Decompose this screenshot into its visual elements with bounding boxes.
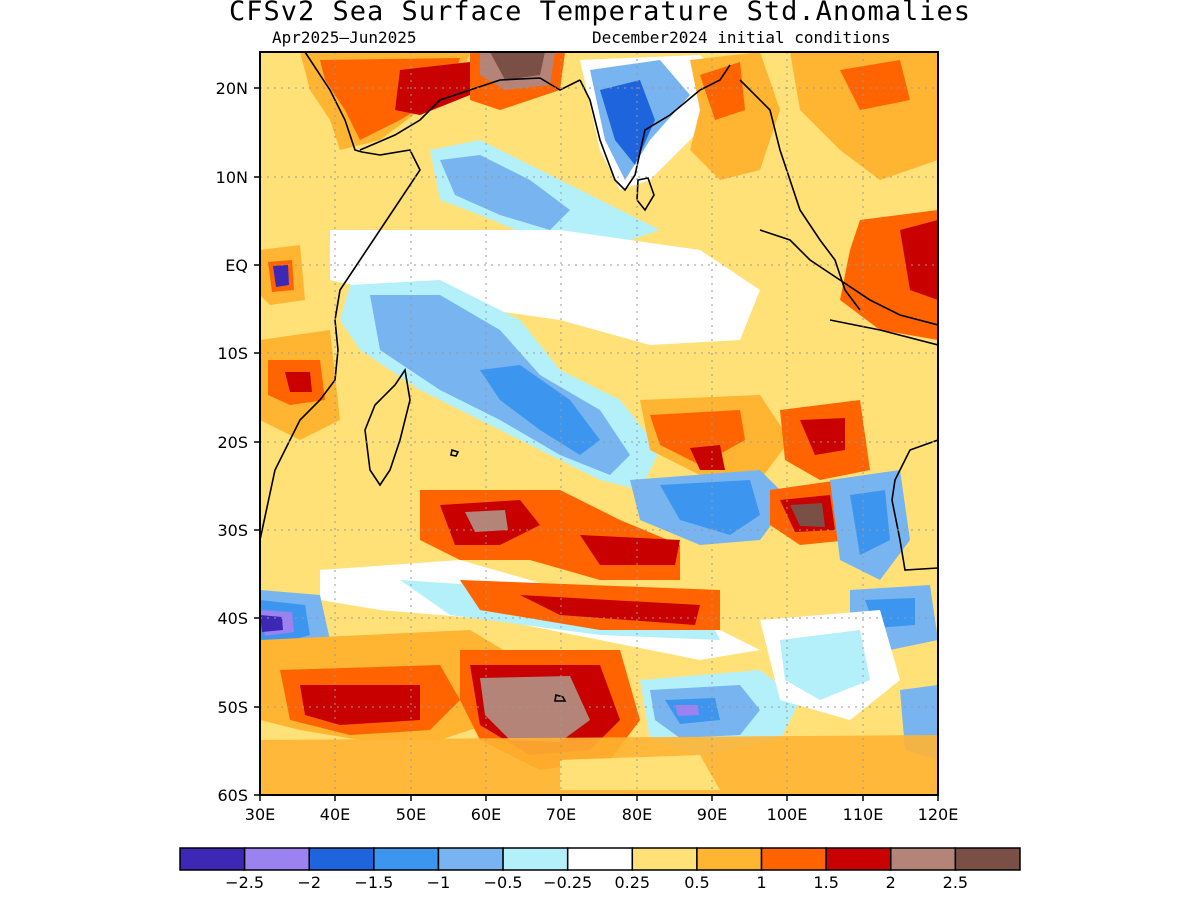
colorbar-swatch — [890, 847, 957, 871]
x-tick-label: 50E — [396, 805, 426, 824]
colorbar-label: 2.5 — [943, 873, 968, 892]
colorbar-swatch — [825, 847, 892, 871]
colorbar-swatch — [954, 847, 1021, 871]
colorbar: −2.5 −2 −1.5 −1 −0.5 −0.25 0.25 0.5 1 1.5 2 2.5 — [179, 847, 1021, 892]
colorbar-label: −1.5 — [354, 873, 393, 892]
y-tick-label: 50S — [217, 698, 248, 717]
coastlines — [260, 52, 938, 702]
colorbar-label: 2 — [886, 873, 896, 892]
colorbar-label: −1 — [427, 873, 451, 892]
colorbar-label: 1 — [756, 873, 766, 892]
colorbar-swatch — [696, 847, 763, 871]
colorbar-label: 0.5 — [684, 873, 709, 892]
colorbar-label: −2 — [297, 873, 321, 892]
x-tick-label: 120E — [918, 805, 959, 824]
x-tick-label: 110E — [843, 805, 884, 824]
colorbar-swatch — [179, 847, 246, 871]
y-tick-labels: 20N 10N EQ 10S 20S 30S 40S 50S 60S — [216, 79, 248, 805]
y-tick-label: 40S — [217, 609, 248, 628]
colorbar-label: 1.5 — [813, 873, 838, 892]
colorbar-swatch — [631, 847, 698, 871]
colorbar-swatch — [502, 847, 569, 871]
y-tick-label: EQ — [225, 256, 248, 275]
colorbar-swatch — [760, 847, 827, 871]
colorbar-swatch — [243, 847, 310, 871]
colorbar-label: −0.25 — [543, 873, 592, 892]
x-tick-labels: 30E 40E 50E 60E 70E 80E 90E 100E 110E 12… — [245, 805, 959, 824]
colorbar-label: 0.25 — [614, 873, 650, 892]
x-tick-label: 40E — [320, 805, 350, 824]
anomaly-field — [260, 52, 938, 795]
x-tick-label: 70E — [546, 805, 576, 824]
map-frame — [259, 51, 939, 796]
colorbar-swatch — [308, 847, 375, 871]
x-tick-label: 90E — [697, 805, 727, 824]
colorbar-swatch — [373, 847, 440, 871]
grid-lines — [260, 52, 938, 795]
x-tick-label: 30E — [245, 805, 275, 824]
forecast-period: Apr2025–Jun2025 — [272, 28, 417, 47]
colorbar-swatch — [566, 847, 634, 871]
x-tick-label: 100E — [767, 805, 808, 824]
colorbar-label: −0.5 — [484, 873, 523, 892]
colorbar-swatch — [437, 847, 504, 871]
y-tick-label: 20S — [217, 433, 248, 452]
axis-ticks — [254, 87, 939, 801]
y-tick-label: 20N — [216, 79, 248, 98]
map-title: CFSv2 Sea Surface Temperature Std.Anomal… — [229, 0, 971, 27]
initial-conditions: December2024 initial conditions — [592, 28, 891, 47]
y-tick-label: 10S — [217, 344, 248, 363]
x-tick-label: 80E — [622, 805, 652, 824]
y-tick-label: 60S — [217, 786, 248, 805]
y-tick-label: 10N — [216, 168, 248, 187]
colorbar-label: −2.5 — [225, 873, 264, 892]
y-tick-label: 30S — [217, 521, 248, 540]
x-tick-label: 60E — [471, 805, 501, 824]
